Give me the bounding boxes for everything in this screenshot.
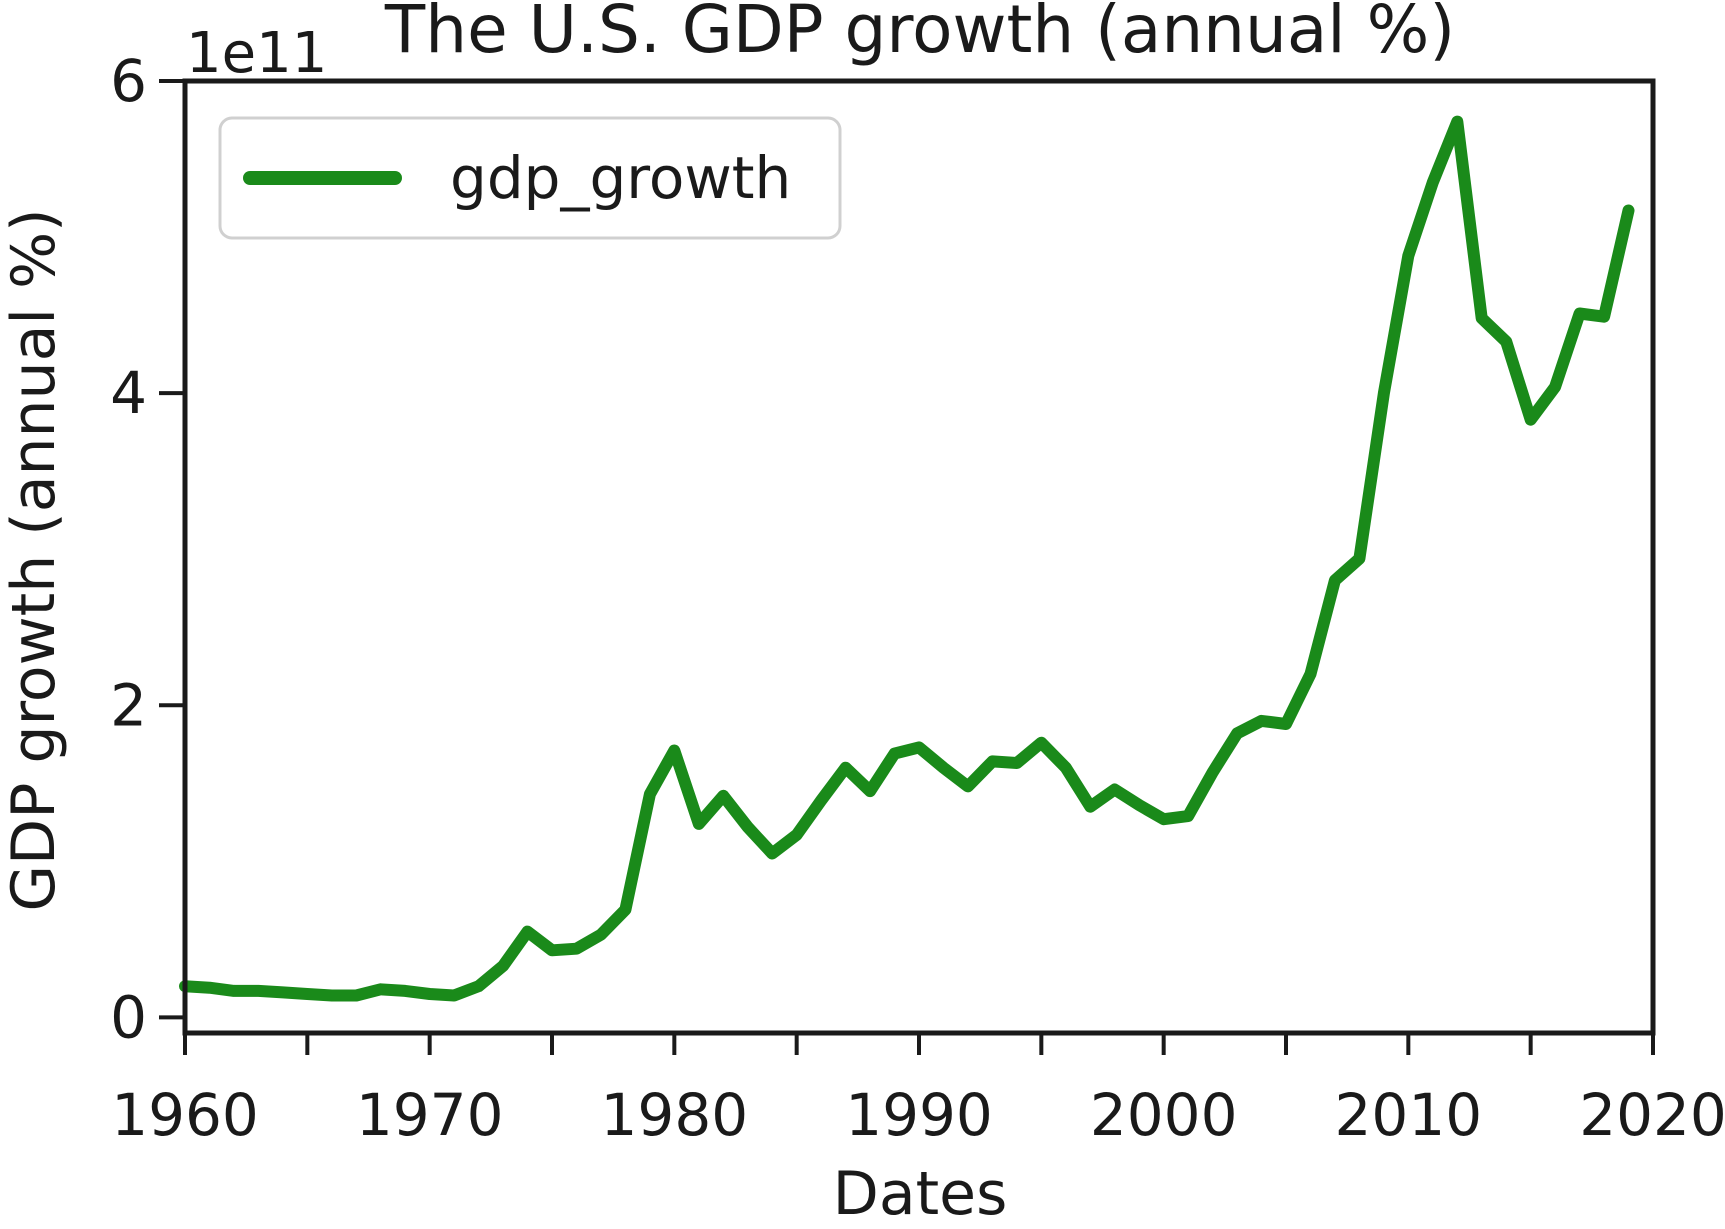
- y-tick-label-6: 6: [110, 47, 147, 115]
- x-tick-label-1980: 1980: [601, 1081, 749, 1149]
- x-tick-label-2010: 2010: [1335, 1081, 1483, 1149]
- legend-label-gdp_growth: gdp_growth: [450, 144, 791, 212]
- y-axis-label: GDP growth (annual %): [0, 209, 69, 912]
- plot-area: 1960 1970 1980 1990 2000 2010 2020 0 2 4 6 gdp_grow…: [110, 47, 1725, 1149]
- legend-box: [218, 116, 842, 240]
- y-tick-label-0: 0: [110, 983, 147, 1051]
- x-tick-label-1990: 1990: [845, 1081, 993, 1149]
- x-tick-label-1970: 1970: [356, 1081, 504, 1149]
- x-tick-label-2000: 2000: [1090, 1081, 1238, 1149]
- y-tick-label-4: 4: [110, 359, 147, 427]
- x-tick-label-2020: 2020: [1579, 1081, 1725, 1149]
- y-offset-label: 1e11: [186, 21, 327, 86]
- x-axis-label: Dates: [833, 1159, 1008, 1229]
- x-tick-label-1960: 1960: [111, 1081, 259, 1149]
- y-tick-label-2: 2: [110, 671, 147, 739]
- chart-title: The U.S. GDP growth (annual %): [384, 0, 1455, 68]
- series-line-gdp_growth: [179, 115, 1635, 1002]
